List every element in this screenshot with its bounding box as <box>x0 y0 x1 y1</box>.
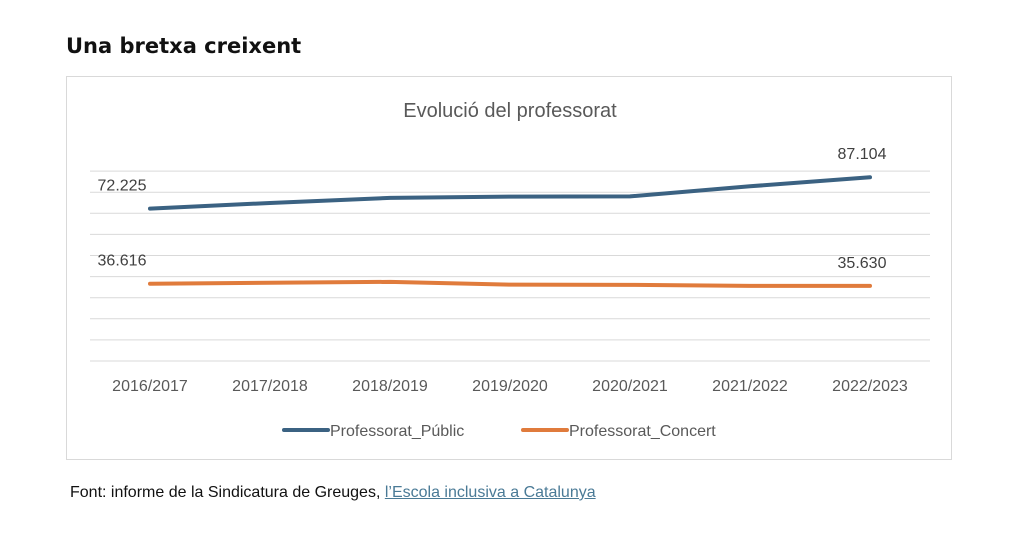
data-labels: 72.225 87.104 36.616 35.630 <box>98 146 887 272</box>
x-tick-label: 2021/2022 <box>712 378 788 395</box>
x-tick-labels: 2016/2017 2017/2018 2018/2019 2019/2020 2020… <box>112 378 908 395</box>
chart-frame <box>66 76 952 460</box>
legend-label: Professorat_Concert <box>569 423 716 440</box>
source-link[interactable]: l’Escola inclusiva a Catalunya <box>384 484 596 501</box>
data-label: 36.616 <box>98 253 147 270</box>
legend-label: Professorat_Públic <box>330 423 464 440</box>
series-lines <box>148 175 872 288</box>
legend: Professorat_Públic Professorat_Concert <box>282 423 716 440</box>
data-label: 87.104 <box>838 146 887 163</box>
series-line-0 <box>148 175 872 211</box>
data-label: 35.630 <box>838 255 887 272</box>
page-heading: Una bretxa creixent <box>66 34 302 58</box>
x-tick-label: 2016/2017 <box>112 378 188 395</box>
chart-title: Evolució del professorat <box>403 100 617 122</box>
x-tick-label: 2022/2023 <box>832 378 908 395</box>
series-line-1 <box>148 279 872 288</box>
source-prefix: Font: informe de la Sindicatura de Greug… <box>70 484 385 501</box>
x-tick-label: 2017/2018 <box>232 378 308 395</box>
x-tick-label: 2018/2019 <box>352 378 428 395</box>
source-note: Font: informe de la Sindicatura de Greug… <box>70 484 596 502</box>
x-tick-label: 2020/2021 <box>592 378 668 395</box>
x-tick-label: 2019/2020 <box>472 378 548 395</box>
data-label: 72.225 <box>98 178 147 195</box>
grid-lines <box>90 170 930 362</box>
